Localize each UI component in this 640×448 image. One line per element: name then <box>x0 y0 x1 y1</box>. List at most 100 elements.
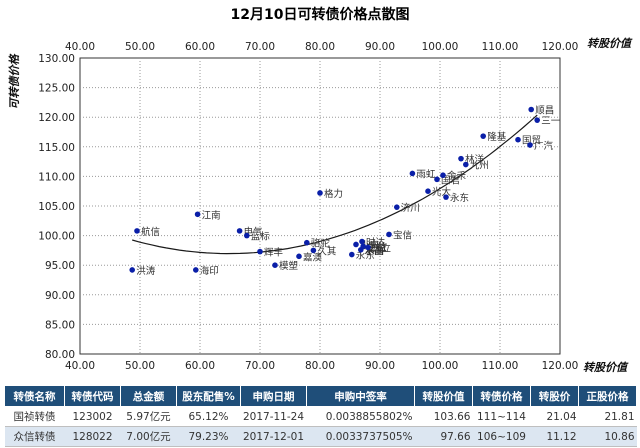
data-point <box>304 239 310 246</box>
data-point-label: 嘉澳 <box>303 251 323 263</box>
data-point-label: 三一 <box>541 116 561 127</box>
table-cell: 79.23% <box>176 426 241 447</box>
data-point-label: 永东 <box>450 192 469 204</box>
table-cell: 2017-12-01 <box>240 426 307 447</box>
data-point <box>194 211 201 218</box>
x-tick-label-bottom: 110.00 <box>482 360 519 372</box>
y-tick-label: 100.00 <box>38 231 75 243</box>
table-cell: 国祯转债 <box>4 406 65 427</box>
x-tick-label-top: 90.00 <box>365 41 395 53</box>
data-point-label: 江南 <box>202 209 221 221</box>
table-header-cell: 申购中签率 <box>306 385 415 407</box>
table-cell: 7.00亿元 <box>120 426 177 447</box>
data-point <box>515 136 521 143</box>
table-header-cell: 股东配售% <box>176 385 241 407</box>
data-point-label: 时达 <box>366 237 386 249</box>
y-tick-label: 115.00 <box>38 142 75 154</box>
data-point <box>463 161 469 168</box>
table-cell: 0.0033737505% <box>306 426 415 447</box>
y-tick-label: 105.00 <box>38 201 75 213</box>
data-point <box>528 106 534 113</box>
x-tick-label-top: 110.00 <box>482 41 519 53</box>
table-cell: 128022 <box>64 426 121 447</box>
data-point <box>458 155 464 162</box>
table-header-cell: 转债代码 <box>64 385 121 407</box>
table-header-cell: 申购日期 <box>240 385 307 407</box>
y-tick-label: 125.00 <box>38 83 75 95</box>
y-tick-label: 85.00 <box>45 319 75 331</box>
table-header-row: 转债名称 转债代码 总金额 股东配售% 申购日期 申购中签率 转股价值 转债价格 转股价 正股价格 <box>4 385 637 407</box>
x-tick-label-top: 50.00 <box>125 41 155 53</box>
data-point <box>129 267 135 273</box>
data-point <box>353 241 359 248</box>
x-tick-label-bottom: 80.00 <box>305 360 335 372</box>
x-tick-label-bottom: 50.00 <box>125 360 155 372</box>
x-tick-label-top: 100.00 <box>422 41 459 53</box>
table-row: 众信转债 128022 7.00亿元 79.23% 2017-12-01 0.003373… <box>4 426 637 447</box>
table-header-cell: 总金额 <box>120 385 177 407</box>
chart-title: 12月10日可转债价格点散图 <box>231 6 410 23</box>
table-header-cell: 转股价 <box>530 385 579 407</box>
x-tick-label-top: 120.00 <box>542 41 579 53</box>
data-point <box>425 188 431 194</box>
data-point <box>360 243 367 250</box>
table-header-cell: 转债价格 <box>472 385 531 407</box>
table-cell: 21.04 <box>530 406 579 427</box>
table-cell: 众信转债 <box>4 426 65 447</box>
data-point <box>440 172 446 179</box>
data-point-label: 隆基 <box>487 131 507 143</box>
table-header-cell: 转股价值 <box>414 385 473 407</box>
data-point <box>527 142 533 148</box>
table-cell: 123002 <box>64 406 121 427</box>
x-tick-label-top: 80.00 <box>305 41 335 53</box>
grid <box>80 58 560 354</box>
data-point-label: 顺昌 <box>535 106 554 117</box>
y-tick-label: 80.00 <box>45 349 75 361</box>
data-point-label: 久立 <box>372 242 391 254</box>
data-point-label: 济川 <box>401 202 420 214</box>
data-point <box>257 248 263 255</box>
table-header-cell: 转债名称 <box>4 385 65 407</box>
x-tick-label-top: 40.00 <box>65 41 95 53</box>
data-point <box>317 190 323 196</box>
x-tick-label-bottom: 120.00 <box>542 360 579 372</box>
data-point-label: 洪涛 <box>136 265 156 277</box>
table-cell: 2017-11-24 <box>240 406 307 427</box>
data-point <box>434 176 440 183</box>
data-point-label: 广汽 <box>534 140 554 152</box>
data-point <box>244 232 250 239</box>
data-point-label: 水晶 <box>365 245 384 257</box>
y-tick-label: 90.00 <box>45 290 75 302</box>
table-cell: 106~109 <box>472 426 531 447</box>
data-point <box>386 231 392 238</box>
data-point-label: 九州 <box>470 160 489 172</box>
data-point <box>272 262 278 269</box>
table-cell: 11.12 <box>530 426 579 447</box>
table-cell: 5.97亿元 <box>120 406 177 427</box>
trend-line <box>132 114 538 255</box>
y-tick-label: 130.00 <box>38 53 75 65</box>
data-point <box>236 228 243 234</box>
table-header-cell: 正股价格 <box>578 385 637 407</box>
data-point <box>193 267 199 273</box>
data-point <box>480 133 487 139</box>
table-cell: 65.12% <box>176 406 241 427</box>
data-point-label: 生益 <box>367 241 387 253</box>
data-points: 洪涛航信海印江南电气蓝标辉丰模塑嘉澳骆驼久其格力永东小康水晶生益时达久立宝信济川… <box>129 106 561 277</box>
x-tick-label-top: 60.00 <box>185 41 215 53</box>
table-cell: 10.86 <box>578 426 637 447</box>
data-point-label: 航信 <box>141 226 160 238</box>
data-point-label: 雨虹 <box>416 169 436 180</box>
data-point <box>349 251 355 258</box>
data-point-label: 骆驼 <box>311 238 331 250</box>
table-cell: 97.66 <box>414 426 473 447</box>
table-cell: 103.66 <box>414 406 473 427</box>
data-point <box>409 170 416 177</box>
y-tick-label: 95.00 <box>45 260 75 272</box>
data-point <box>310 247 317 254</box>
table-cell: 111~114 <box>472 406 531 427</box>
y-axis-label: 可转债价格 <box>8 53 21 110</box>
x-tick-label-bottom: 40.00 <box>65 360 95 372</box>
data-point-label: 海印 <box>200 265 219 277</box>
axis-ticks: 40.00 40.00 50.00 50.00 60.00 60.00 70.00 70.00… <box>38 41 578 372</box>
